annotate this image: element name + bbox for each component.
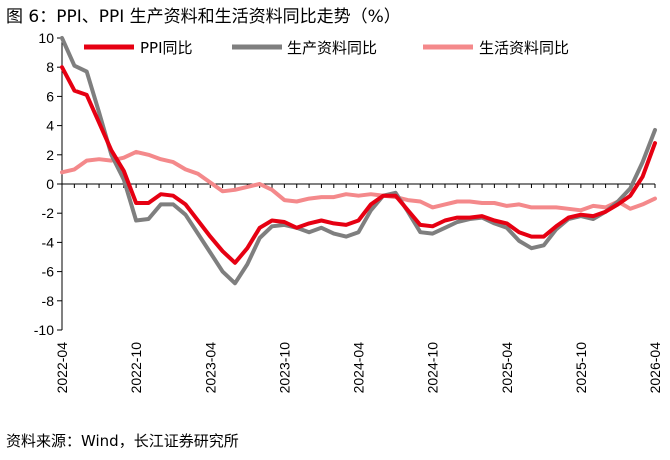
x-tick-label: 2026-04 [647, 342, 663, 394]
source-note: 资料来源：Wind，长江证券研究所 [6, 432, 239, 450]
series-layer [60, 36, 657, 286]
x-tick-label: 2025-04 [499, 342, 515, 394]
x-tick-label: 2022-04 [54, 342, 70, 394]
x-tick-label: 2025-10 [573, 342, 589, 394]
legend: PPI同比 生产资料同比 生活资料同比 [84, 39, 569, 57]
x-tick-label: 2024-10 [425, 342, 441, 394]
y-tick-label: -8 [42, 293, 55, 309]
y-tick-label: 0 [46, 176, 54, 192]
x-tick-label: 2024-04 [351, 342, 367, 394]
legend-label-1: PPI同比 [140, 39, 193, 57]
y-tick-label: 4 [46, 118, 54, 134]
y-tick-label: 2 [46, 147, 54, 163]
y-tick-label: 10 [38, 30, 54, 46]
x-tick-label: 2022-10 [128, 342, 144, 394]
x-tick-label: 2023-10 [276, 342, 292, 394]
series-line-2 [60, 36, 657, 286]
y-tick-label: 8 [46, 59, 54, 75]
chart-title: 图 6：PPI、PPI 生产资料和生活资料同比走势（%） [6, 7, 401, 27]
y-tick-label: -2 [42, 205, 55, 221]
series-line-3 [60, 149, 657, 213]
series-line-1 [60, 65, 657, 265]
legend-label-3: 生活资料同比 [479, 39, 569, 57]
y-tick-label: -4 [42, 234, 55, 250]
y-tick-label: -10 [34, 322, 54, 338]
x-tick-label: 2023-04 [202, 342, 218, 394]
legend-label-2: 生产资料同比 [287, 39, 377, 57]
y-tick-label: -6 [42, 264, 55, 280]
y-tick-label: 6 [46, 88, 54, 104]
